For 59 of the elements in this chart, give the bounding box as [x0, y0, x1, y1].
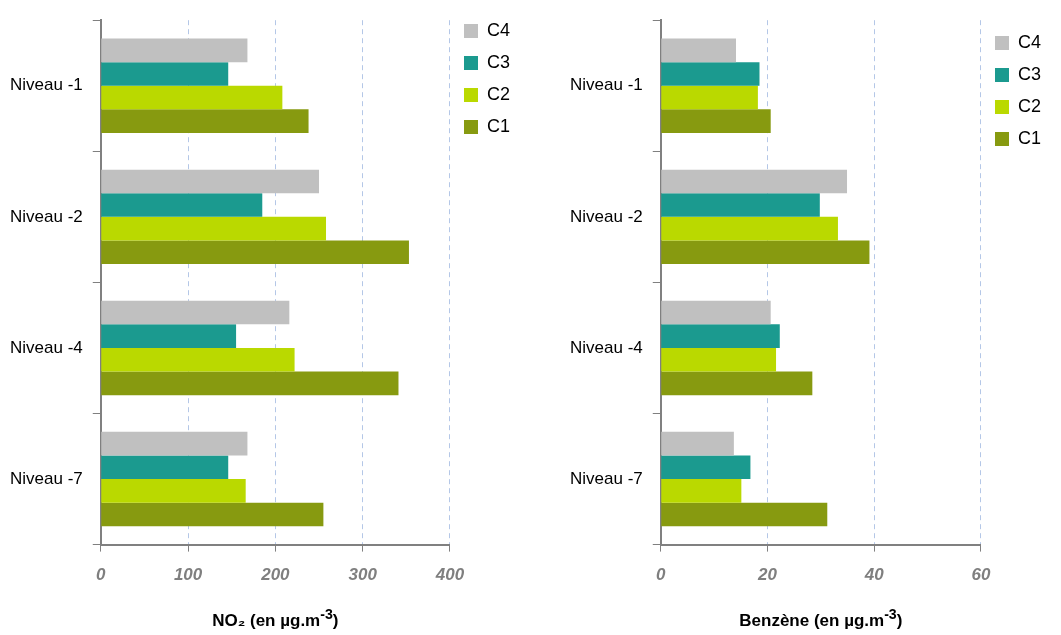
bar — [661, 62, 760, 86]
bar — [101, 431, 248, 456]
y-tick-label: Niveau -4 — [9, 337, 83, 357]
x-tick-label: 0 — [656, 565, 667, 585]
bar — [661, 300, 771, 325]
bar — [661, 431, 734, 456]
legend-label: C2 — [1017, 95, 1042, 116]
bar — [661, 216, 838, 241]
x-tick-label: 20 — [757, 565, 778, 585]
x-tick-label: 100 — [173, 565, 203, 585]
x-axis-title: Benzène (en µg.m$^{-3}$) — [738, 606, 904, 631]
y-tick-label: Niveau -2 — [9, 206, 83, 226]
bar — [661, 85, 758, 110]
bar — [661, 347, 777, 372]
legend-label: C4 — [486, 19, 511, 40]
legend-label: C2 — [486, 83, 511, 104]
bar — [661, 109, 771, 133]
bar — [101, 300, 290, 325]
bar — [101, 85, 283, 110]
bar — [661, 38, 737, 63]
bar — [661, 371, 813, 396]
bar — [661, 324, 780, 348]
legend-label: C3 — [1017, 63, 1042, 84]
bar — [101, 371, 399, 396]
bar — [101, 109, 309, 133]
y-tick-label: Niveau -7 — [569, 468, 643, 488]
bar — [101, 347, 295, 372]
y-tick-label: Niveau -4 — [569, 337, 643, 357]
y-tick-label: Niveau -1 — [9, 75, 83, 95]
x-tick-label: 60 — [971, 565, 991, 585]
x-tick-label: 40 — [863, 565, 885, 585]
bar — [101, 479, 246, 503]
legend-label: C1 — [1017, 127, 1042, 148]
bar — [101, 62, 229, 86]
y-tick-label: Niveau -1 — [569, 75, 643, 95]
bar — [101, 324, 237, 348]
legend-label: C3 — [486, 51, 511, 72]
legend-label: C4 — [1017, 31, 1042, 52]
bar — [101, 193, 263, 217]
y-tick-label: Niveau -2 — [569, 206, 643, 226]
bar — [661, 240, 870, 265]
bar — [101, 240, 409, 265]
x-tick-label: 400 — [434, 565, 465, 585]
bar — [661, 502, 828, 527]
bar — [101, 169, 320, 194]
y-tick-label: Niveau -7 — [9, 468, 83, 488]
bar — [101, 216, 327, 241]
legend-label: C1 — [486, 115, 511, 136]
x-tick-label: 300 — [348, 565, 378, 585]
bar — [101, 502, 324, 527]
x-tick-label: 0 — [96, 565, 107, 585]
bar — [101, 455, 229, 480]
bar — [101, 38, 248, 63]
bar — [661, 479, 742, 503]
bar — [661, 193, 820, 217]
bar — [661, 169, 848, 194]
x-axis-title: NO₂ (en µg.m$^{-3}$) — [211, 606, 340, 631]
x-tick-label: 200 — [260, 565, 291, 585]
bar — [661, 455, 751, 480]
